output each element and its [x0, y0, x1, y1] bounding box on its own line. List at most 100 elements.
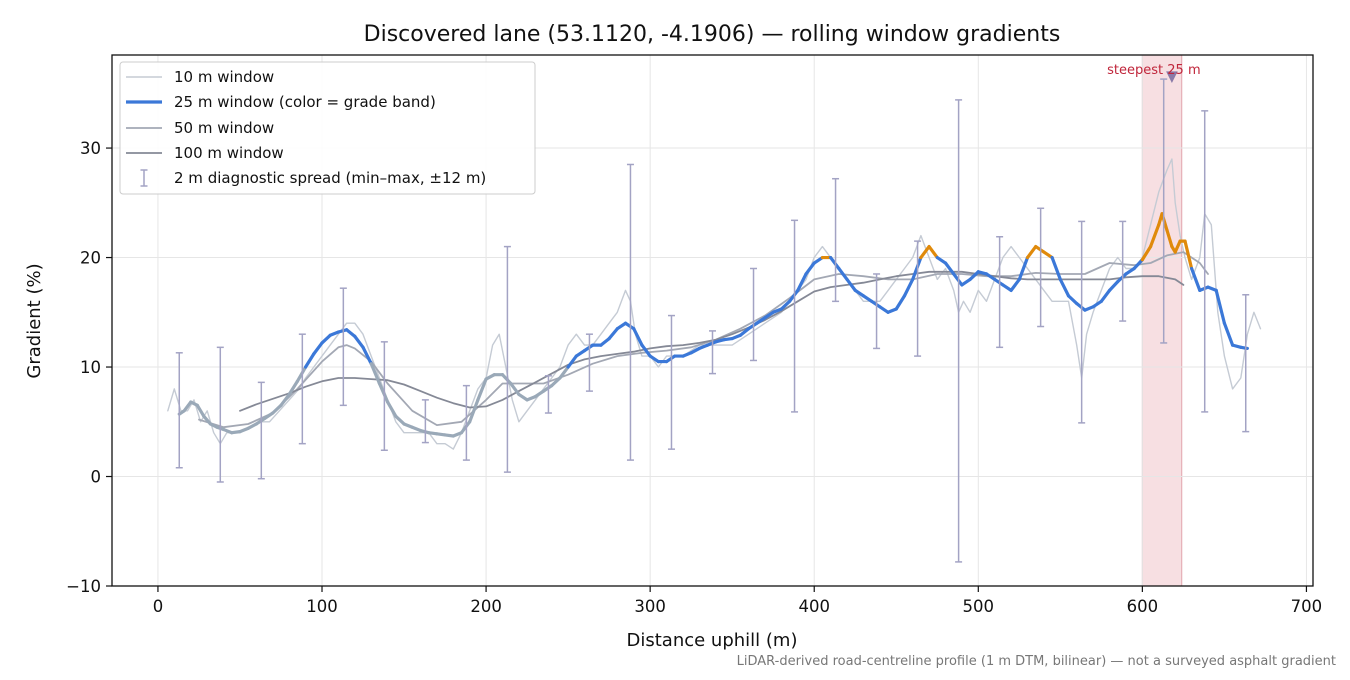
- series-segment-25-m-window: [345, 328, 357, 338]
- highlight-band-layer: [1141, 54, 1183, 587]
- series-segment-25-m-window: [984, 272, 997, 282]
- series-segment-25-m-window: [829, 255, 841, 271]
- legend-item: 25 m window (color = grade band): [126, 93, 436, 111]
- series-segment-25-m-window: [1001, 283, 1013, 292]
- series-segment-25-m-window: [202, 414, 213, 426]
- errorbar: [1160, 78, 1168, 344]
- series-segment-25-m-window: [1050, 255, 1062, 282]
- series-segment-25-m-window: [1124, 266, 1136, 276]
- series-segment-25-m-window: [911, 255, 923, 282]
- series-line-50-m-window: [198, 251, 1209, 429]
- y-tick-label: 30: [80, 139, 101, 158]
- errorbar-layer: [175, 78, 1250, 563]
- series-segment-25-m-window: [550, 376, 562, 388]
- errorbar: [544, 375, 552, 414]
- series-segment-25-m-window: [1066, 294, 1079, 306]
- legend-item: 100 m window: [126, 144, 284, 162]
- legend-item: 10 m window: [126, 68, 274, 86]
- legend-item: 2 m diagnostic spread (min–max, ±12 m): [140, 169, 486, 187]
- series-segment-25-m-window: [738, 327, 751, 337]
- series-segment-25-m-window: [459, 420, 472, 435]
- errorbar: [667, 314, 675, 450]
- errorbar: [709, 330, 716, 375]
- series-segment-25-m-window: [1009, 277, 1021, 292]
- series-segment-25-m-window: [788, 288, 800, 303]
- x-tick-label: 500: [963, 597, 995, 616]
- errorbar: [503, 245, 511, 473]
- series-segment-25-m-window: [574, 349, 587, 358]
- plot-frame: [111, 54, 1314, 587]
- x-tick-label: 600: [1127, 597, 1159, 616]
- errorbar: [791, 219, 799, 413]
- series-segment-25-m-window: [993, 277, 1005, 287]
- series-segment-25-m-window: [960, 277, 972, 287]
- legend-box: [119, 61, 536, 195]
- footnote: LiDAR-derived road-centreline profile (1…: [737, 654, 1336, 669]
- x-tick-label: 700: [1291, 597, 1323, 616]
- series-segment-25-m-window: [902, 277, 915, 298]
- errorbar: [175, 352, 183, 469]
- series-segment-25-m-window: [607, 327, 619, 341]
- series-segment-25-m-window: [1017, 255, 1030, 282]
- y-tick-label: 0: [91, 468, 102, 487]
- errorbar: [380, 341, 388, 451]
- series-segment-25-m-window: [1058, 277, 1071, 298]
- series-layer: [167, 158, 1262, 450]
- y-tick-label: −10: [66, 577, 101, 596]
- series-segment-25-m-window: [1214, 288, 1227, 325]
- series-segment-25-m-window: [935, 255, 948, 265]
- series-segment-25-m-window: [779, 299, 792, 311]
- series-segment-25-m-window: [837, 266, 849, 282]
- series-segment-25-m-window: [271, 403, 283, 415]
- errorbar: [216, 346, 224, 483]
- series-segment-25-m-window: [812, 255, 825, 265]
- series-segment-25-m-window: [369, 362, 382, 386]
- series-segment-25-m-window: [312, 341, 324, 356]
- errorbar: [298, 333, 306, 445]
- axis-ticks: 0 100 200 300 400 500 600 700 −10 0 10 20 30: [66, 139, 1322, 616]
- errorbar: [257, 381, 265, 480]
- y-axis-label: Gradient (%): [24, 263, 45, 378]
- series-segment-25-m-window: [1140, 244, 1153, 262]
- series-segment-25-m-window: [640, 343, 652, 358]
- legend-label: 50 m window: [174, 119, 274, 137]
- series-segment-25-m-window: [1025, 244, 1038, 260]
- series-segment-25-m-window: [582, 343, 595, 353]
- series-segment-25-m-window: [919, 244, 931, 260]
- errorbar: [1201, 110, 1209, 413]
- series-segment-25-m-window: [476, 377, 488, 402]
- series-segment-25-m-window: [870, 299, 882, 309]
- series-segment-25-m-window: [853, 288, 866, 298]
- series-segment-25-m-window: [304, 352, 316, 369]
- series-segment-25-m-window: [763, 310, 775, 320]
- series-segment-25-m-window: [295, 365, 308, 383]
- series-segment-25-m-window: [1148, 223, 1161, 249]
- series-segment-25-m-window: [796, 272, 808, 292]
- series-segment-25-m-window: [1034, 244, 1046, 254]
- errorbar: [955, 99, 963, 563]
- legend-label: 10 m window: [174, 68, 274, 86]
- x-tick-label: 200: [470, 597, 502, 616]
- series-segment-25-m-window: [755, 316, 767, 325]
- series-segment-25-m-window: [566, 354, 578, 369]
- x-tick-label: 0: [153, 597, 164, 616]
- legend-label: 100 m window: [174, 144, 284, 162]
- errorbar: [832, 177, 840, 303]
- series-segment-25-m-window: [500, 373, 513, 386]
- series-segment-25-m-window: [648, 354, 660, 364]
- series-line-100-m-window: [239, 270, 1185, 412]
- series-segment-25-m-window: [377, 381, 390, 404]
- series-segment-25-m-window: [1107, 280, 1120, 292]
- errorbar: [585, 333, 593, 392]
- series-segment-25-m-window: [468, 398, 480, 424]
- series-segment-25-m-window: [1099, 288, 1112, 303]
- series-segment-25-m-window: [952, 272, 964, 287]
- series-segment-25-m-window: [1183, 239, 1194, 271]
- x-tick-label: 100: [306, 597, 338, 616]
- legend-item: 50 m window: [126, 119, 274, 137]
- series-segment-25-m-window: [632, 327, 644, 347]
- series-segment-25-m-window: [1222, 321, 1235, 347]
- errorbar: [1037, 207, 1045, 328]
- series-segment-25-m-window: [1132, 258, 1144, 271]
- series-segment-25-m-window: [509, 381, 521, 397]
